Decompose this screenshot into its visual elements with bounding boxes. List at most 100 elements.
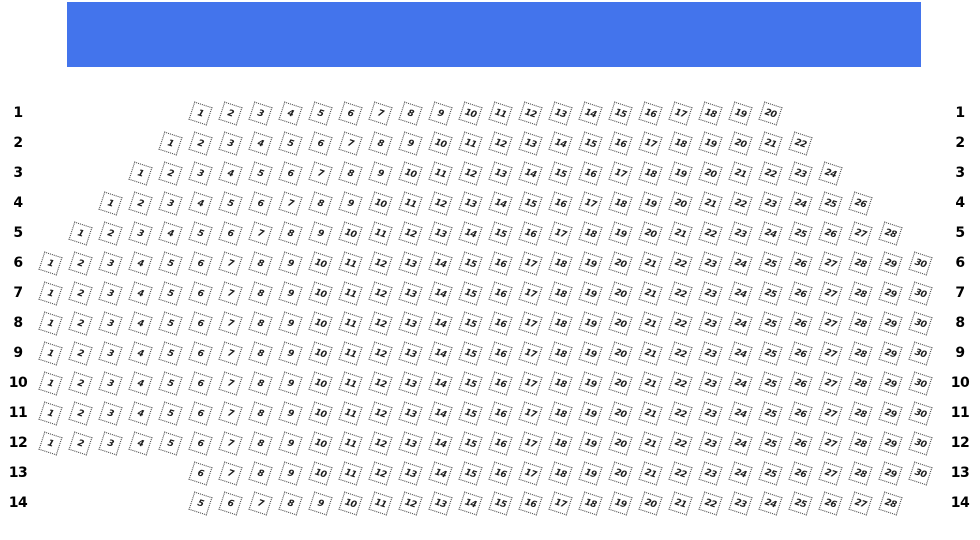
seat-r2-s5[interactable]: 5 (278, 131, 302, 155)
seat-r13-s22[interactable]: 22 (668, 461, 692, 485)
seat-r5-s28[interactable]: 28 (878, 221, 902, 245)
seat-r12-s24[interactable]: 24 (728, 431, 752, 455)
seat-r5-s17[interactable]: 17 (548, 221, 572, 245)
seat-r2-s4[interactable]: 4 (248, 131, 272, 155)
seat-r12-s15[interactable]: 15 (458, 431, 482, 455)
seat-r10-s7[interactable]: 7 (218, 371, 242, 395)
seat-r11-s6[interactable]: 6 (188, 401, 212, 425)
seat-r3-s24[interactable]: 24 (818, 161, 842, 185)
seat-r11-s27[interactable]: 27 (818, 401, 842, 425)
seat-r7-s20[interactable]: 20 (608, 281, 632, 305)
seat-r3-s21[interactable]: 21 (728, 161, 752, 185)
seat-r9-s27[interactable]: 27 (818, 341, 842, 365)
seat-r3-s7[interactable]: 7 (308, 161, 332, 185)
seat-r7-s25[interactable]: 25 (758, 281, 782, 305)
seat-r2-s20[interactable]: 20 (728, 131, 752, 155)
seat-r13-s27[interactable]: 27 (818, 461, 842, 485)
seat-r3-s9[interactable]: 9 (368, 161, 392, 185)
seat-r3-s5[interactable]: 5 (248, 161, 272, 185)
seat-r14-s10[interactable]: 10 (338, 491, 362, 515)
seat-r13-s21[interactable]: 21 (638, 461, 662, 485)
seat-r6-s21[interactable]: 21 (638, 251, 662, 275)
seat-r9-s16[interactable]: 16 (488, 341, 512, 365)
seat-r5-s18[interactable]: 18 (578, 221, 602, 245)
seat-r7-s27[interactable]: 27 (818, 281, 842, 305)
seat-r2-s7[interactable]: 7 (338, 131, 362, 155)
seat-r7-s4[interactable]: 4 (128, 281, 152, 305)
seat-r3-s14[interactable]: 14 (518, 161, 542, 185)
seat-r10-s2[interactable]: 2 (68, 371, 92, 395)
seat-r13-s26[interactable]: 26 (788, 461, 812, 485)
seat-r5-s15[interactable]: 15 (488, 221, 512, 245)
seat-r1-s7[interactable]: 7 (368, 101, 392, 125)
seat-r7-s17[interactable]: 17 (518, 281, 542, 305)
seat-r8-s26[interactable]: 26 (788, 311, 812, 335)
seat-r9-s18[interactable]: 18 (548, 341, 572, 365)
seat-r9-s28[interactable]: 28 (848, 341, 872, 365)
seat-r9-s10[interactable]: 10 (308, 341, 332, 365)
seat-r2-s8[interactable]: 8 (368, 131, 392, 155)
seat-r2-s3[interactable]: 3 (218, 131, 242, 155)
seat-r7-s14[interactable]: 14 (428, 281, 452, 305)
seat-r11-s22[interactable]: 22 (668, 401, 692, 425)
seat-r9-s23[interactable]: 23 (698, 341, 722, 365)
seat-r1-s18[interactable]: 18 (698, 101, 722, 125)
seat-r5-s26[interactable]: 26 (818, 221, 842, 245)
seat-r13-s23[interactable]: 23 (698, 461, 722, 485)
seat-r14-s19[interactable]: 19 (608, 491, 632, 515)
seat-r6-s6[interactable]: 6 (188, 251, 212, 275)
seat-r8-s24[interactable]: 24 (728, 311, 752, 335)
seat-r12-s8[interactable]: 8 (248, 431, 272, 455)
seat-r10-s15[interactable]: 15 (458, 371, 482, 395)
seat-r4-s16[interactable]: 16 (548, 191, 572, 215)
seat-r7-s21[interactable]: 21 (638, 281, 662, 305)
seat-r8-s18[interactable]: 18 (548, 311, 572, 335)
seat-r5-s2[interactable]: 2 (98, 221, 122, 245)
seat-r8-s2[interactable]: 2 (68, 311, 92, 335)
seat-r3-s20[interactable]: 20 (698, 161, 722, 185)
seat-r5-s22[interactable]: 22 (698, 221, 722, 245)
seat-r13-s20[interactable]: 20 (608, 461, 632, 485)
seat-r7-s3[interactable]: 3 (98, 281, 122, 305)
seat-r6-s23[interactable]: 23 (698, 251, 722, 275)
seat-r14-s7[interactable]: 7 (248, 491, 272, 515)
seat-r8-s30[interactable]: 30 (908, 311, 932, 335)
seat-r6-s18[interactable]: 18 (548, 251, 572, 275)
seat-r10-s20[interactable]: 20 (608, 371, 632, 395)
seat-r10-s22[interactable]: 22 (668, 371, 692, 395)
seat-r1-s13[interactable]: 13 (548, 101, 572, 125)
seat-r11-s21[interactable]: 21 (638, 401, 662, 425)
seat-r5-s23[interactable]: 23 (728, 221, 752, 245)
seat-r8-s14[interactable]: 14 (428, 311, 452, 335)
seat-r10-s11[interactable]: 11 (338, 371, 362, 395)
seat-r10-s4[interactable]: 4 (128, 371, 152, 395)
seat-r1-s2[interactable]: 2 (218, 101, 242, 125)
seat-r5-s20[interactable]: 20 (638, 221, 662, 245)
seat-r8-s23[interactable]: 23 (698, 311, 722, 335)
seat-r10-s3[interactable]: 3 (98, 371, 122, 395)
seat-r10-s10[interactable]: 10 (308, 371, 332, 395)
seat-r9-s30[interactable]: 30 (908, 341, 932, 365)
seat-r3-s16[interactable]: 16 (578, 161, 602, 185)
seat-r3-s10[interactable]: 10 (398, 161, 422, 185)
seat-r3-s17[interactable]: 17 (608, 161, 632, 185)
seat-r5-s14[interactable]: 14 (458, 221, 482, 245)
seat-r13-s24[interactable]: 24 (728, 461, 752, 485)
seat-r8-s1[interactable]: 1 (38, 311, 62, 335)
seat-r7-s6[interactable]: 6 (188, 281, 212, 305)
seat-r4-s19[interactable]: 19 (638, 191, 662, 215)
seat-r12-s13[interactable]: 13 (398, 431, 422, 455)
seat-r5-s11[interactable]: 11 (368, 221, 392, 245)
seat-r7-s26[interactable]: 26 (788, 281, 812, 305)
seat-r1-s4[interactable]: 4 (278, 101, 302, 125)
seat-r2-s11[interactable]: 11 (458, 131, 482, 155)
seat-r14-s9[interactable]: 9 (308, 491, 332, 515)
seat-r5-s7[interactable]: 7 (248, 221, 272, 245)
seat-r11-s12[interactable]: 12 (368, 401, 392, 425)
seat-r7-s7[interactable]: 7 (218, 281, 242, 305)
seat-r10-s28[interactable]: 28 (848, 371, 872, 395)
seat-r7-s11[interactable]: 11 (338, 281, 362, 305)
seat-r9-s20[interactable]: 20 (608, 341, 632, 365)
seat-r12-s21[interactable]: 21 (638, 431, 662, 455)
seat-r7-s1[interactable]: 1 (38, 281, 62, 305)
